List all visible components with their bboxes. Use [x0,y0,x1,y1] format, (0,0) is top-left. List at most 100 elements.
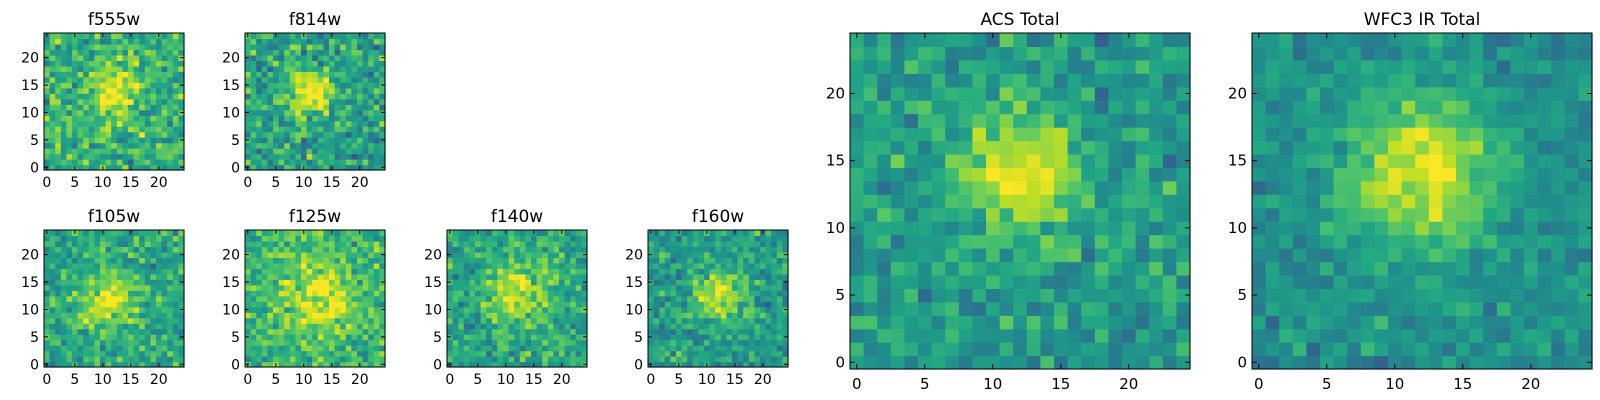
heatmap-cell [670,284,677,291]
heatmap-cell [1067,127,1082,142]
heatmap-cell [1054,73,1069,88]
heatmap-cell [664,356,671,363]
heatmap-cell [1292,167,1307,182]
heatmap-cell [105,120,112,127]
heatmap-cell [463,240,470,248]
heatmap-cell [1428,301,1443,316]
heatmap-cell [66,43,73,51]
heatmap-cell [77,76,84,83]
heatmap-cell [122,159,129,166]
heatmap-cell [850,100,865,115]
heatmap-cell [72,328,79,335]
heatmap-cell [904,355,919,370]
heatmap-cell [312,137,319,144]
heatmap-cell [340,240,347,248]
heatmap-cell [1564,342,1579,357]
heatmap-cell [66,257,73,264]
heatmap-cell [776,323,783,330]
heatmap-cell [72,317,79,324]
heatmap-cell [88,131,95,138]
heatmap-cell [100,148,107,155]
heatmap-cell [273,76,280,83]
heatmap-cell [748,262,755,269]
heatmap-cell [653,235,660,242]
heatmap-cell [178,290,185,297]
x-tick-label: 10 [698,372,716,388]
heatmap-cell [289,164,296,171]
heatmap-cell [776,257,783,264]
heatmap-cell [167,312,174,319]
heatmap-cell [161,65,168,72]
heatmap-cell [167,290,174,297]
heatmap-cell [156,273,163,280]
heatmap-cell [715,273,722,280]
heatmap-cell [890,288,905,303]
heatmap-cell [754,273,761,280]
heatmap-cell [564,323,571,330]
heatmap-cell [904,328,919,343]
heatmap-cell [100,356,107,363]
heatmap-cell [156,257,163,264]
heatmap-cell [351,273,358,280]
heatmap-cell [687,306,694,313]
heatmap-cell [958,100,973,115]
heatmap-cell [111,230,118,237]
heatmap-cell [503,262,510,269]
heatmap-cell [559,350,566,357]
heatmap-cell [150,328,157,335]
heatmap-cell [77,257,84,264]
heatmap-cell [122,306,129,313]
heatmap-cell [323,98,330,105]
heatmap-cell [1040,274,1055,289]
heatmap-cell [379,93,386,100]
heatmap-cell [144,60,151,67]
heatmap-cell [1456,207,1471,222]
heatmap-cell [720,339,727,346]
heatmap-cell [323,317,330,324]
heatmap-cell [334,126,341,133]
heatmap-cell [1081,86,1096,101]
heatmap-cell [692,251,699,258]
heatmap-cell [362,345,369,352]
heatmap-cell [250,290,257,297]
heatmap-cell [692,361,699,368]
heatmap-cell [172,115,179,122]
heatmap-cell [66,356,73,363]
heatmap-cell [261,38,268,45]
heatmap-cell [329,290,336,297]
heatmap-cell [379,295,386,302]
heatmap-cell [122,356,129,363]
heatmap-cell [156,148,163,155]
heatmap-cell [491,323,498,330]
heatmap-cell [295,361,302,368]
heatmap-cell [771,312,778,319]
heatmap-cell [508,361,515,368]
heatmap-cell [877,328,892,343]
heatmap-cell [559,317,566,324]
heatmap-cell [1360,248,1375,263]
heatmap-cell [1469,207,1484,222]
heatmap-cell [312,76,319,83]
heatmap-cell [1374,288,1389,303]
heatmap-cell [161,142,168,149]
heatmap-cell [1292,221,1307,236]
heatmap-cell [267,257,274,264]
heatmap-cell [178,257,185,264]
heatmap-cell [60,295,67,302]
heatmap-cell [256,235,263,242]
heatmap-cell [273,137,280,144]
heatmap-cell [1442,301,1457,316]
heatmap-cell [1067,113,1082,128]
heatmap-cell [317,312,324,319]
heatmap-cell [581,230,588,237]
heatmap-cell [1013,194,1028,209]
heatmap-cell [379,257,386,264]
heatmap-cell [570,356,577,363]
heatmap-cell [760,246,767,253]
heatmap-cell [345,262,352,269]
heatmap-cell [345,312,352,319]
heatmap-cell [128,290,135,297]
heatmap-cell [379,262,386,269]
heatmap-cell [931,301,946,316]
heatmap-cell [306,82,313,89]
